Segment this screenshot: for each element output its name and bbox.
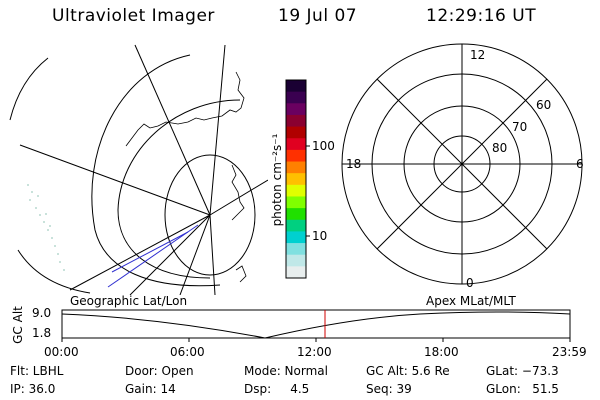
info-ip: IP: 36.0 (10, 382, 56, 396)
map-meridian-6 (179, 214, 211, 295)
colorbar-segment (286, 266, 306, 279)
app-title: Ultraviolet Imager (52, 6, 215, 26)
info-dsp: Dsp: 4.5 (244, 382, 310, 396)
geographic-label: Geographic Lat/Lon (70, 294, 188, 308)
info-mode: Mode: Normal (244, 364, 328, 378)
colorbar-segment (286, 196, 306, 209)
info-door: Door: Open (125, 364, 194, 378)
map-meridian-1 (134, 44, 211, 216)
map-latitude-circle-2 (117, 99, 241, 279)
mlt-label-0: 0 (466, 276, 474, 290)
map-meridian-5 (129, 214, 211, 295)
map-latitude-circle-3 (164, 154, 256, 276)
colorbar-segment (286, 126, 306, 139)
colorbar-segment (286, 173, 306, 186)
apex-label: Apex MLat/MLT (426, 294, 516, 308)
info-gain: Gain: 14 (125, 382, 176, 396)
info-seq: Seq: 39 (366, 382, 412, 396)
x-tick-0600: 06:00 (170, 345, 205, 359)
altitude-curve (61, 311, 571, 339)
map-arc-outer (9, 57, 49, 121)
map-latitude-circle-1 (91, 54, 221, 287)
colorbar-segment (286, 231, 306, 244)
map-coastline-east (231, 164, 247, 283)
colorbar-tick-10: 10 (312, 229, 328, 243)
mlt-label-18: 18 (346, 157, 362, 171)
info-flt: Flt: LBHL (10, 364, 64, 378)
info-glon: GLon: 51.5 (486, 382, 559, 396)
map-meridian-2 (209, 44, 226, 216)
altitude-ylabel: GC Alt (11, 306, 25, 344)
lat-label-80: 80 (492, 141, 508, 155)
map-meridian-3 (19, 144, 211, 216)
info-gcalt: GC Alt: 5.6 Re (366, 364, 450, 378)
info-glat: GLat: −73.3 (486, 364, 559, 378)
colorbar-tick-100: 100 (312, 139, 335, 153)
map-meridian-7 (209, 214, 216, 295)
mlt-label-6: 6 (576, 157, 584, 171)
colorbar-segment (286, 219, 306, 232)
lat-label-70: 70 (512, 120, 528, 134)
date-label: 19 Jul 07 (278, 6, 358, 26)
colorbar-segment (286, 138, 306, 151)
lat-label-60: 60 (536, 98, 552, 112)
aurora-dots (27, 184, 65, 271)
colorbar-segment (286, 103, 306, 116)
map-coastline (125, 71, 245, 147)
mlt-label-12: 12 (470, 48, 486, 62)
colorbar-segment (286, 208, 306, 221)
colorbar-segment (286, 254, 306, 267)
satellite-track (107, 224, 199, 288)
altitude-ymin: 1.8 (32, 326, 52, 340)
colorbar-segment (286, 149, 306, 163)
x-tick-0000: 00:00 (44, 345, 79, 359)
colorbar-segment (286, 114, 306, 128)
altitude-ymax: 9.0 (32, 306, 52, 320)
map-meridian-4 (69, 214, 211, 291)
x-tick-1200: 12:00 (297, 345, 332, 359)
x-tick-2359: 23:59 (552, 345, 587, 359)
time-label: 12:29:16 UT (426, 6, 537, 26)
colorbar-segment (286, 91, 306, 104)
x-tick-1800: 18:00 (424, 345, 459, 359)
map-arc-lower (17, 249, 91, 294)
colorbar-segment (286, 184, 306, 197)
satellite-track-2 (111, 231, 189, 273)
colorbar-segment (286, 80, 306, 93)
colorbar-segment (286, 161, 306, 174)
colorbar-segment (286, 243, 306, 256)
